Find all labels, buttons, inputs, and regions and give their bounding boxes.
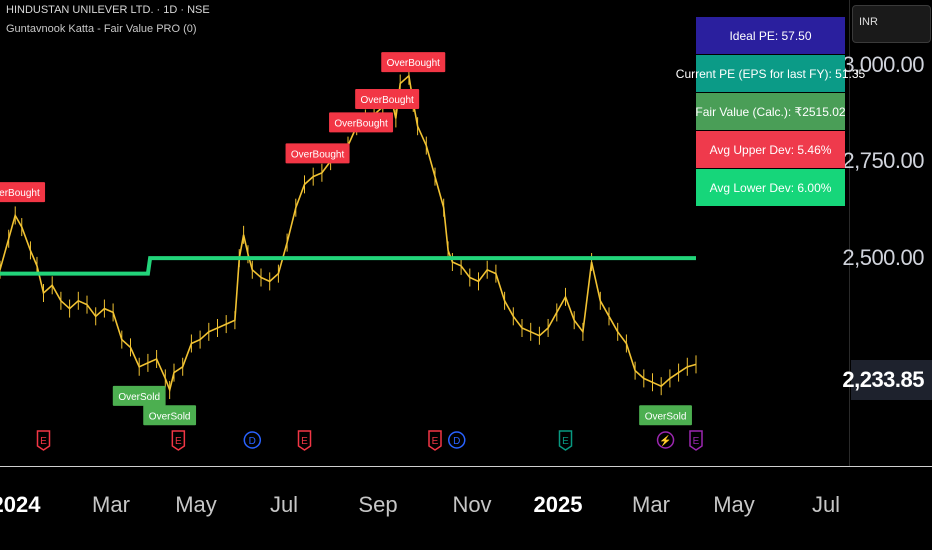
overbought-label-box	[329, 112, 394, 133]
event-icon-letter: E	[301, 436, 308, 447]
event-icon-letter: E	[432, 436, 439, 447]
time-tick-label: Mar	[632, 492, 670, 517]
earnings-icon	[36, 430, 51, 451]
price-tick-label: 3,000.00	[842, 52, 924, 77]
price-tick-label: 2,500.00	[842, 245, 924, 270]
time-tick-label: Mar	[92, 492, 130, 517]
earnings-icon	[171, 430, 186, 451]
event-icon-letter: ⚡	[659, 434, 671, 447]
current-price-badge	[851, 360, 932, 400]
earnings-icon	[689, 430, 703, 451]
time-tick-label: 2024	[0, 492, 41, 517]
event-icon-letter: D	[249, 436, 256, 447]
oversold-label-box	[639, 405, 692, 426]
overbought-label: OverBought	[291, 149, 345, 160]
info-fair-value: Fair Value (Calc.): ₹2515.02	[695, 93, 846, 131]
overbought-label-box	[381, 52, 446, 73]
price-tick-label: 2,750.00	[842, 148, 924, 173]
fair-value-line	[0, 256, 696, 276]
event-icon-letter: E	[40, 436, 47, 447]
overbought-label: OverBought	[334, 118, 388, 129]
overbought-label-box	[0, 182, 46, 203]
time-tick-label: 2025	[533, 492, 583, 517]
time-tick-label: Sep	[358, 492, 398, 517]
overbought-label-box	[355, 89, 420, 110]
earnings-icon	[297, 430, 312, 451]
oversold-label-box	[143, 405, 197, 426]
event-icon	[656, 431, 675, 449]
info-avg-lower-dev: Avg Lower Dev: 6.00%	[696, 169, 845, 207]
chart-symbol-title: HINDUSTAN UNILEVER LTD. · 1D · NSE	[6, 4, 210, 16]
time-tick-label: Jul	[269, 492, 299, 517]
oversold-label: OverSold	[645, 411, 687, 422]
oversold-label: OverSold	[118, 392, 160, 403]
event-icon-letter: E	[175, 436, 182, 447]
event-icon-letter: E	[693, 436, 700, 447]
earnings-icon	[428, 430, 442, 451]
event-icon-letter: E	[562, 436, 569, 447]
price-chart[interactable]: OverBought OverBought OverBought OverBought…	[0, 0, 932, 466]
time-axis-line	[0, 466, 932, 467]
info-avg-upper-dev: Avg Upper Dev: 5.46%	[696, 131, 845, 169]
overbought-label: OverBought	[387, 58, 441, 69]
event-icon	[448, 431, 466, 449]
time-tick-label: May	[175, 492, 217, 517]
info-ideal-pe: Ideal PE: 57.50	[696, 17, 845, 55]
indicator-label[interactable]: Guntavnook Katta - Fair Value PRO (0)	[6, 23, 197, 35]
event-icon	[243, 431, 262, 449]
current-price-label: 2,233.85	[842, 367, 924, 392]
time-tick-label: May	[713, 492, 755, 517]
overbought-label-box	[285, 143, 350, 164]
time-tick-label: Jul	[811, 492, 841, 517]
currency-selector[interactable]: INR	[852, 5, 931, 43]
oversold-label: OverSold	[149, 411, 191, 422]
oversold-label-box	[112, 385, 166, 406]
event-icon-letter: D	[453, 436, 460, 447]
currency-label: INR	[859, 16, 878, 28]
time-tick-label: Nov	[452, 492, 492, 517]
overbought-label: OverBought	[0, 188, 40, 199]
overbought-label: OverBought	[360, 95, 414, 106]
earnings-icon	[558, 430, 573, 451]
info-current-pe: Current PE (EPS for last FY): 51.35	[676, 55, 865, 93]
